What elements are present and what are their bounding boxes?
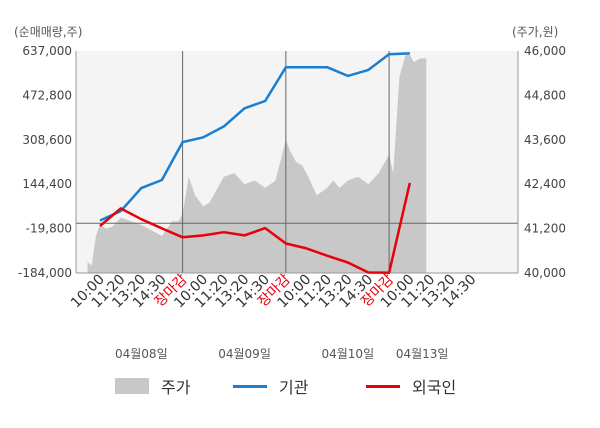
- y-left-tick-label: 637,000: [22, 44, 72, 58]
- legend: 주가 기관 외국인: [0, 372, 600, 402]
- legend-swatch-institution: [233, 384, 267, 388]
- legend-item-price: 주가: [115, 372, 190, 400]
- legend-swatch-price: [115, 378, 149, 394]
- right-axis-unit: (주가,원): [512, 25, 559, 39]
- y-right-tick-label: 43,600: [524, 133, 566, 147]
- day-label: 04월13일: [396, 347, 449, 361]
- y-right-tick-label: 44,800: [524, 88, 566, 102]
- day-label: 04월08일: [115, 347, 168, 361]
- y-right-tick-label: 40,000: [524, 266, 566, 280]
- y-left-tick-label: 308,600: [22, 133, 72, 147]
- series-line-foreign: [99, 182, 412, 274]
- price-area: [87, 54, 427, 274]
- day-label: 04월09일: [218, 347, 271, 361]
- day-label: 04월10일: [321, 347, 374, 361]
- y-right-tick-label: 41,200: [524, 222, 566, 236]
- left-axis-unit: (순매매량,주): [14, 25, 83, 39]
- legend-item-foreign: 외국인: [366, 372, 456, 400]
- y-right-tick-label: 42,400: [524, 177, 566, 191]
- y-right-tick-label: 46,000: [524, 44, 566, 58]
- y-left-tick-label: 472,800: [22, 88, 72, 102]
- legend-item-institution: 기관: [233, 372, 308, 400]
- legend-label-price: 주가: [161, 378, 191, 397]
- series-line-institution: [99, 52, 410, 222]
- legend-swatch-foreign: [366, 384, 400, 388]
- legend-label-foreign: 외국인: [412, 378, 457, 397]
- y-left-tick-label: -184,000: [18, 266, 72, 280]
- legend-label-institution: 기관: [279, 378, 309, 397]
- y-left-tick-label: 144,400: [22, 177, 72, 191]
- y-left-tick-label: -19,800: [26, 222, 72, 236]
